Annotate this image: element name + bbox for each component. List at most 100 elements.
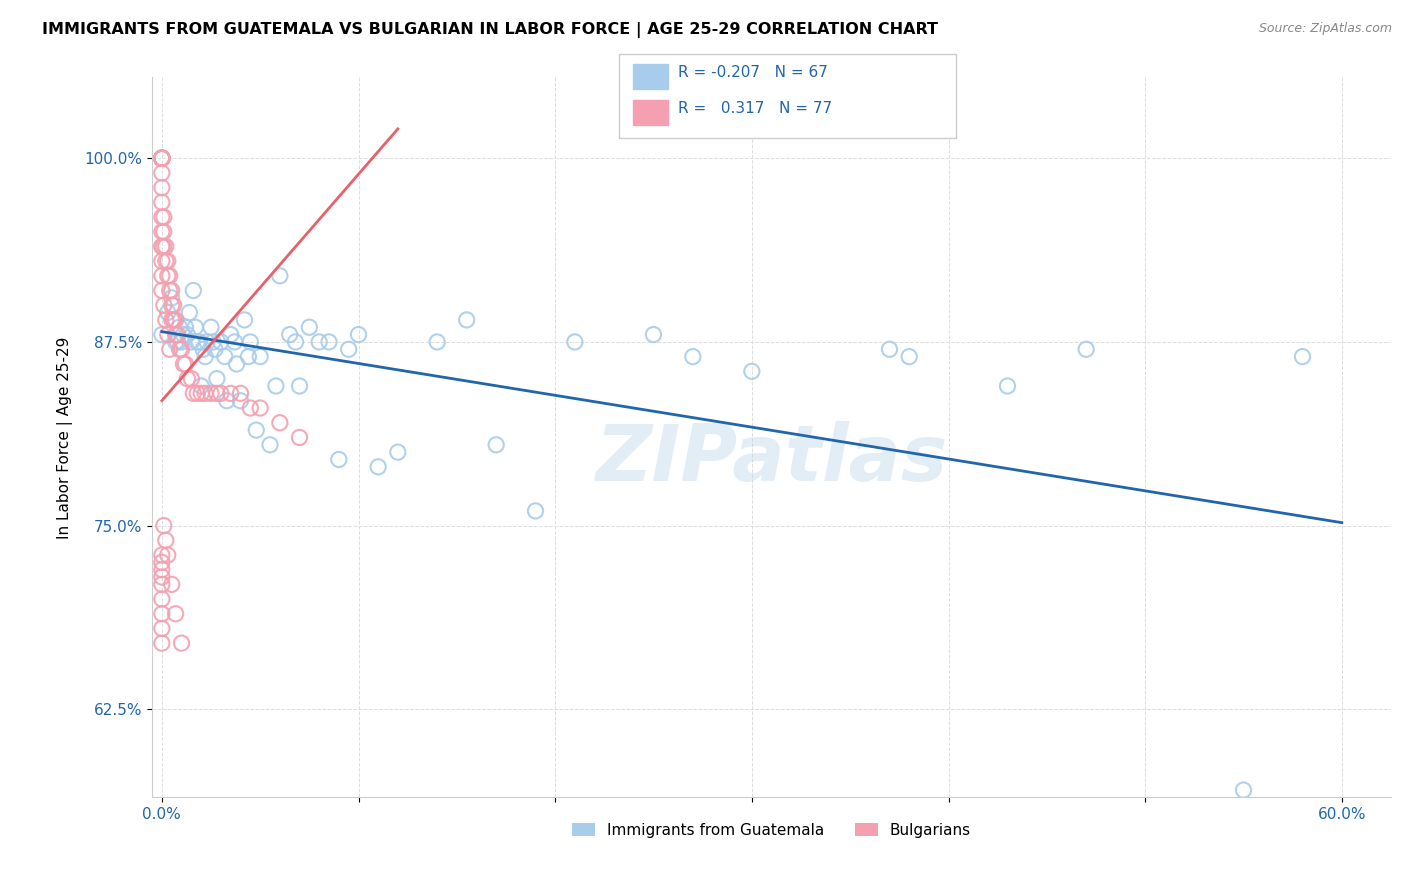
Point xyxy=(181,284,204,298)
Point xyxy=(190,386,212,401)
Point xyxy=(879,343,901,357)
Point xyxy=(150,268,173,283)
Point xyxy=(238,350,260,364)
Point xyxy=(278,327,301,342)
Point xyxy=(456,313,478,327)
Point xyxy=(225,357,247,371)
Point xyxy=(205,372,228,386)
Point xyxy=(155,533,177,548)
Point xyxy=(156,548,179,562)
Point xyxy=(153,239,176,253)
Point xyxy=(150,180,173,194)
Point xyxy=(200,386,222,401)
Legend: Immigrants from Guatemala, Bulgarians: Immigrants from Guatemala, Bulgarians xyxy=(565,816,977,844)
Point xyxy=(176,372,198,386)
Point xyxy=(156,305,179,319)
Point xyxy=(741,364,763,378)
Point xyxy=(209,334,232,349)
Point xyxy=(229,393,252,408)
Point xyxy=(186,334,208,349)
Point xyxy=(150,563,173,577)
Point xyxy=(564,334,586,349)
Point xyxy=(155,313,177,327)
Point xyxy=(155,239,177,253)
Point xyxy=(426,334,449,349)
Point xyxy=(169,343,191,357)
Point xyxy=(165,313,187,327)
Point xyxy=(179,305,201,319)
Point xyxy=(524,504,547,518)
Point xyxy=(160,577,183,591)
Point xyxy=(160,284,183,298)
Point xyxy=(163,313,186,327)
Point xyxy=(174,357,197,371)
Point xyxy=(184,320,207,334)
Point xyxy=(150,151,173,165)
Point xyxy=(150,284,173,298)
Point xyxy=(219,386,242,401)
Point xyxy=(160,313,183,327)
Point xyxy=(153,225,176,239)
Point xyxy=(150,225,173,239)
Point xyxy=(194,386,217,401)
Point xyxy=(156,327,179,342)
Point xyxy=(337,343,360,357)
Point xyxy=(194,350,217,364)
Point xyxy=(150,151,173,165)
Point xyxy=(180,334,202,349)
Point xyxy=(191,343,214,357)
Point xyxy=(150,548,173,562)
Point xyxy=(156,254,179,268)
Point xyxy=(200,320,222,334)
Point xyxy=(150,636,173,650)
Point xyxy=(170,636,193,650)
Point xyxy=(166,327,188,342)
Point xyxy=(180,372,202,386)
Point xyxy=(169,320,191,334)
Point xyxy=(165,607,187,621)
Point xyxy=(150,607,173,621)
Point xyxy=(288,379,311,393)
Point xyxy=(150,151,173,165)
Point xyxy=(328,452,350,467)
Point xyxy=(347,327,370,342)
Point xyxy=(150,195,173,210)
Point xyxy=(166,334,188,349)
Point xyxy=(485,438,508,452)
Point xyxy=(150,151,173,165)
Point xyxy=(172,357,194,371)
Point xyxy=(174,320,197,334)
Point xyxy=(367,459,389,474)
Point xyxy=(1076,343,1098,357)
Point xyxy=(163,298,186,312)
Point xyxy=(150,327,173,342)
Point xyxy=(150,151,173,165)
Text: ZIPatlas: ZIPatlas xyxy=(595,421,948,497)
Point xyxy=(269,268,291,283)
Point xyxy=(150,570,173,584)
Point xyxy=(150,151,173,165)
Point xyxy=(150,239,173,253)
Text: R = -0.207   N = 67: R = -0.207 N = 67 xyxy=(678,65,828,80)
Point xyxy=(318,334,340,349)
Point xyxy=(159,343,181,357)
Point xyxy=(387,445,409,459)
Point xyxy=(269,416,291,430)
Point xyxy=(264,379,287,393)
Point xyxy=(176,327,198,342)
Point xyxy=(643,327,665,342)
Point xyxy=(249,350,271,364)
Point xyxy=(160,291,183,305)
Point xyxy=(150,239,173,253)
Point xyxy=(284,334,307,349)
Point xyxy=(233,313,256,327)
Point xyxy=(186,386,208,401)
Point xyxy=(150,151,173,165)
Point xyxy=(1232,783,1254,797)
Point xyxy=(153,210,176,224)
Point xyxy=(219,327,242,342)
Point xyxy=(682,350,704,364)
Point xyxy=(160,298,183,312)
Point xyxy=(195,334,218,349)
Point xyxy=(249,401,271,415)
